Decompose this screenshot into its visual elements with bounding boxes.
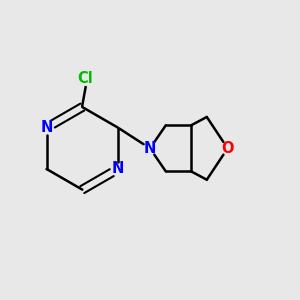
Text: N: N <box>40 120 53 135</box>
Text: O: O <box>221 141 234 156</box>
Text: N: N <box>112 161 124 176</box>
Text: N: N <box>144 141 156 156</box>
Text: Cl: Cl <box>78 71 94 86</box>
